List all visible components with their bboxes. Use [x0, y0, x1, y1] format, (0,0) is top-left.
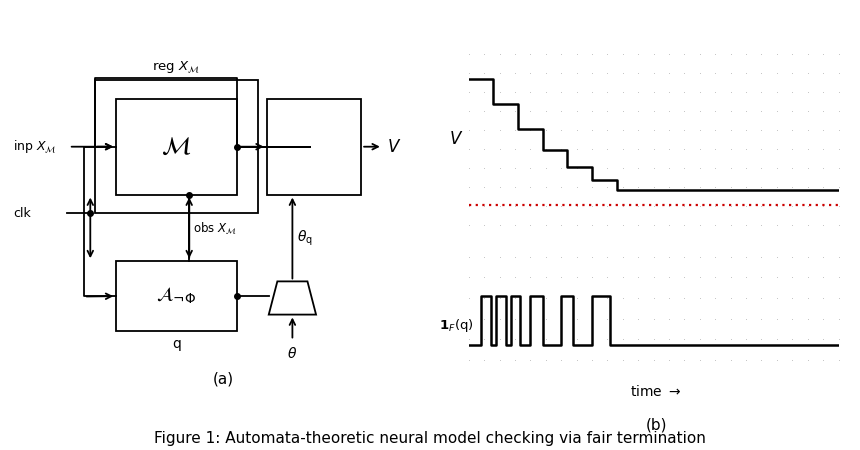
Text: $V$: $V$ [449, 130, 464, 148]
Circle shape [322, 152, 335, 163]
Polygon shape [268, 281, 316, 315]
Text: $\mathbf{1}_F(\mathrm{q})$: $\mathbf{1}_F(\mathrm{q})$ [439, 317, 474, 334]
Circle shape [277, 141, 291, 153]
Circle shape [340, 126, 353, 138]
Text: q: q [172, 337, 181, 351]
Circle shape [322, 176, 335, 188]
Bar [116, 99, 236, 195]
Circle shape [298, 152, 312, 163]
Text: $\theta_{\rm q}$: $\theta_{\rm q}$ [297, 229, 312, 248]
Bar [95, 80, 258, 213]
Text: obs $X_{\mathcal{M}}$: obs $X_{\mathcal{M}}$ [193, 220, 237, 236]
Circle shape [340, 152, 353, 163]
Circle shape [298, 104, 312, 116]
Text: $\theta$: $\theta$ [287, 346, 298, 361]
Text: (a): (a) [213, 372, 234, 387]
Text: time $\rightarrow$: time $\rightarrow$ [630, 384, 682, 399]
Text: $\mathcal{M}$: $\mathcal{M}$ [161, 135, 192, 159]
Text: inp $X_{\mathcal{M}}$: inp $X_{\mathcal{M}}$ [13, 138, 57, 155]
Text: Figure 1: Automata-theoretic neural model checking via fair termination: Figure 1: Automata-theoretic neural mode… [154, 431, 706, 446]
Circle shape [322, 104, 335, 116]
Bar [267, 99, 361, 195]
Text: clk: clk [13, 207, 31, 220]
Circle shape [298, 128, 312, 140]
Circle shape [298, 176, 312, 188]
Circle shape [322, 128, 335, 140]
Bar [116, 261, 236, 331]
Text: reg $X_{\mathcal{M}}$: reg $X_{\mathcal{M}}$ [152, 59, 200, 75]
Circle shape [277, 171, 291, 182]
Text: $\mathcal{A}_{\neg\Phi}$: $\mathcal{A}_{\neg\Phi}$ [157, 286, 196, 306]
Text: (b): (b) [645, 418, 667, 433]
Circle shape [277, 112, 291, 123]
Text: $V$: $V$ [387, 138, 402, 156]
